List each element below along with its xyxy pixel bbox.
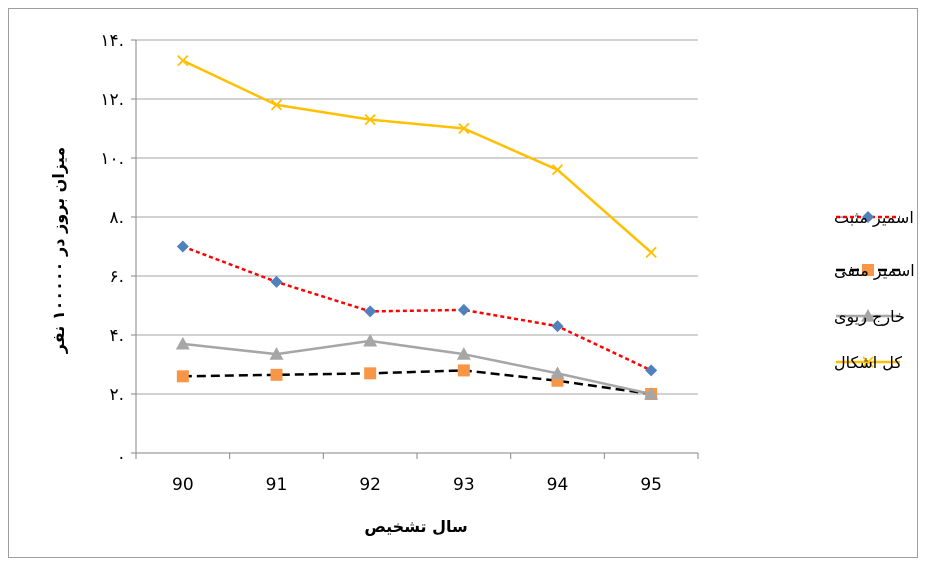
legend-marker — [861, 309, 875, 322]
y-tick-label: ۶. — [109, 267, 124, 287]
legend-label: کل اشکال — [834, 353, 902, 372]
x-tick-label: 90 — [172, 475, 194, 495]
y-tick-label: ۴. — [109, 326, 124, 346]
data-point — [176, 370, 189, 383]
legend-label: اسمیر مثبت — [834, 208, 914, 228]
data-point — [645, 364, 658, 377]
data-point — [457, 364, 470, 377]
gridlines — [136, 39, 698, 395]
series-lines — [175, 55, 659, 400]
legend-entry: خارج ریوی — [834, 307, 905, 327]
data-point — [269, 347, 284, 360]
y-tick-label: ۱۲. — [100, 90, 124, 110]
series-0 — [176, 240, 658, 377]
series-line — [182, 369, 652, 396]
y-tick-label: . — [119, 444, 124, 464]
series-line — [182, 245, 652, 372]
legend-entry: اسمیر مثبت — [834, 208, 914, 228]
x-tick-label: 93 — [453, 475, 475, 495]
x-axis-title: سال تشخیص — [364, 517, 467, 536]
data-point — [364, 367, 377, 380]
legend-entry: کل اشکال — [834, 353, 902, 372]
chart-frame — [8, 8, 918, 558]
data-point — [270, 99, 283, 111]
x-tick-label: 92 — [359, 475, 381, 495]
y-tick-label: ۸. — [109, 208, 124, 228]
series-line — [182, 59, 652, 254]
y-tick-labels: . ۲. ۴. ۶. ۸. ۱۰. ۱۲. ۱۴. — [100, 31, 124, 464]
data-point — [551, 320, 564, 333]
series-line — [182, 339, 652, 396]
data-point — [363, 333, 378, 347]
legend-label: اسمیر منفی — [834, 261, 915, 281]
data-point — [364, 114, 376, 126]
data-point — [175, 336, 190, 350]
legend-marker — [862, 356, 874, 368]
legend-marker — [862, 264, 874, 276]
x-tick-label: 91 — [266, 475, 288, 495]
data-point — [270, 275, 283, 288]
data-point — [176, 240, 189, 253]
series-1 — [176, 364, 658, 400]
y-tick-label: ۱۰. — [100, 149, 124, 169]
data-point — [550, 366, 565, 379]
x-tick-label: 94 — [547, 475, 569, 495]
data-point — [645, 246, 657, 259]
series-3 — [177, 55, 657, 259]
legend-marker — [862, 211, 874, 223]
data-point — [177, 55, 189, 67]
data-point — [364, 305, 377, 318]
data-point — [457, 303, 470, 316]
y-axis-title: میزان بروز در ۱۰۰۰۰۰ نفر — [49, 147, 68, 354]
data-point — [458, 122, 470, 135]
legend-label: خارج ریوی — [834, 307, 905, 327]
x-tick-labels: 90 91 92 93 94 95 — [172, 475, 662, 495]
legend-entry: اسمیر منفی — [834, 261, 915, 281]
legend: اسمیر مثبت اسمیر منفی خارج ریوی کل اشکال — [834, 208, 915, 372]
data-point — [551, 164, 564, 176]
y-tick-label: ۲. — [109, 385, 124, 405]
x-tick-label: 95 — [640, 475, 662, 495]
series-2 — [175, 333, 659, 400]
data-point — [456, 347, 471, 360]
axes — [131, 39, 699, 459]
data-point — [644, 387, 659, 400]
y-tick-label: ۱۴. — [100, 31, 124, 51]
data-point — [270, 368, 283, 381]
